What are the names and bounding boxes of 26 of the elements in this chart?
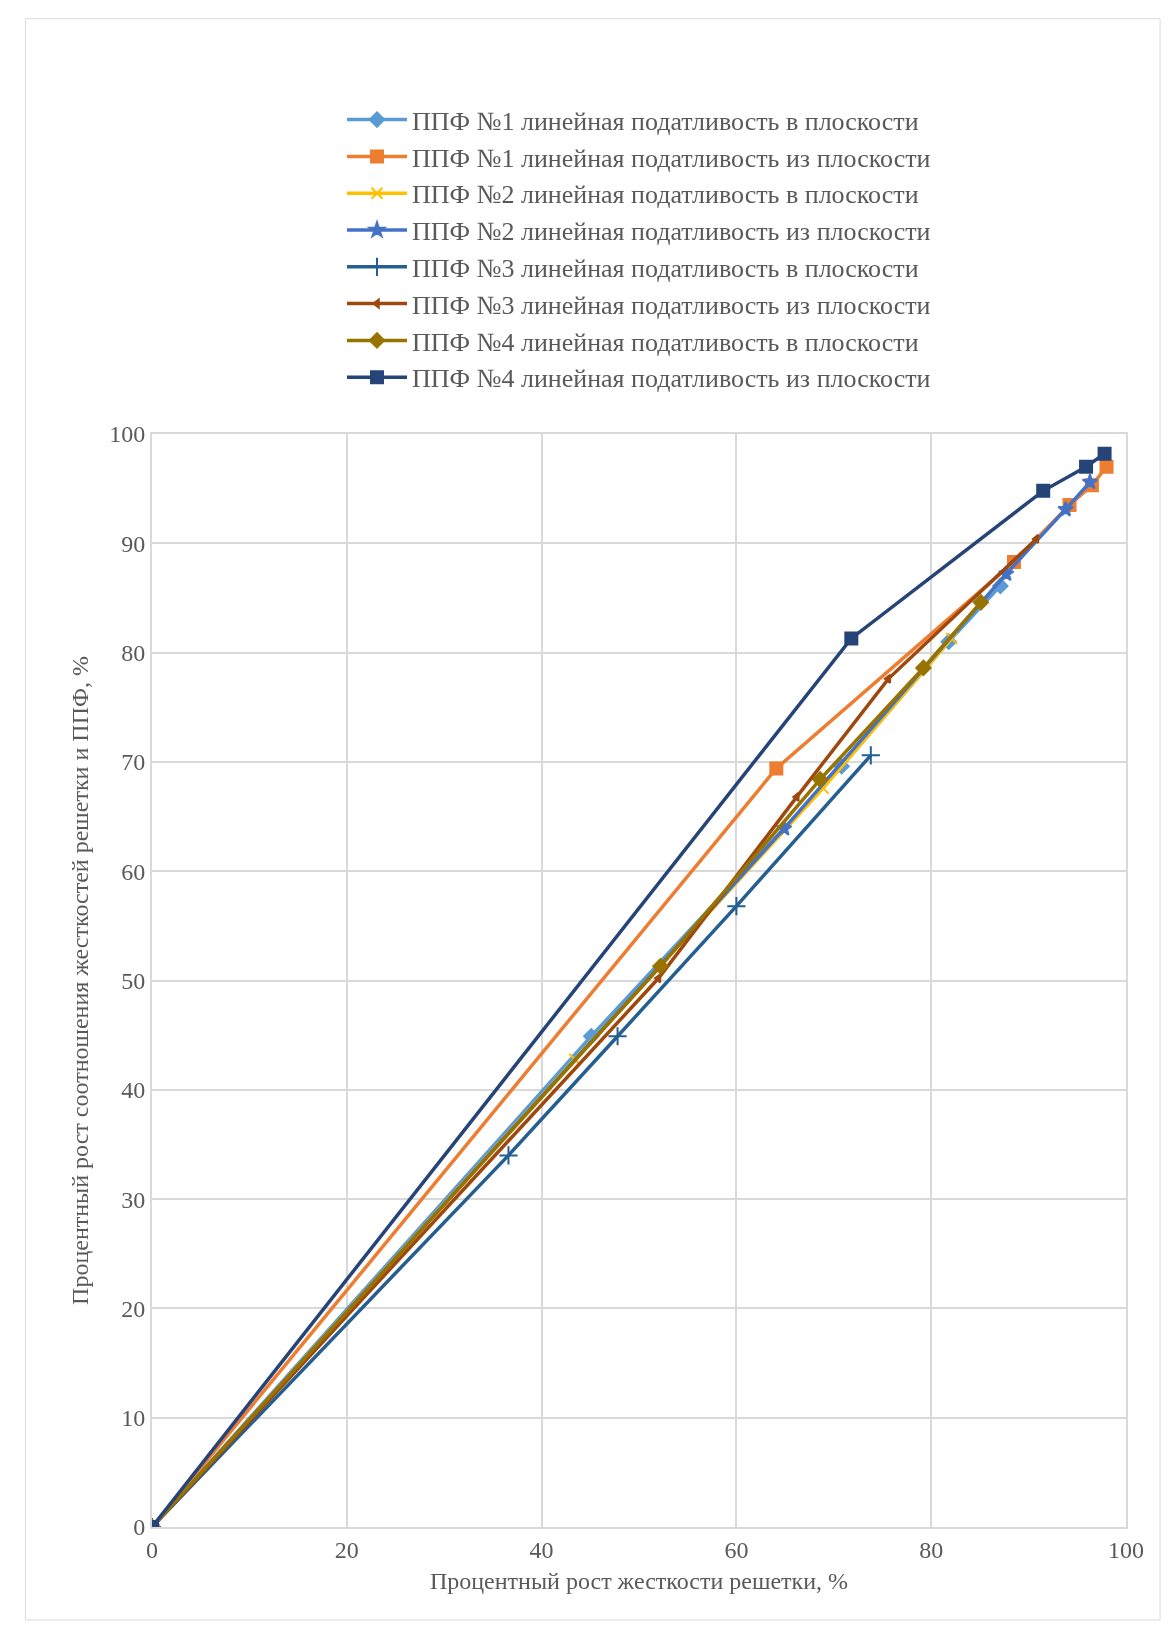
legend-label: ППФ №2 линейная податливость в плоскости bbox=[412, 180, 919, 210]
y-tick-label: 0 bbox=[133, 1514, 146, 1541]
legend-label: ППФ №4 линейная податливость из плоскости bbox=[412, 364, 931, 394]
y-tick-label: 80 bbox=[121, 640, 146, 666]
x-tick-label: 100 bbox=[1108, 1536, 1144, 1563]
x-tick-label: 60 bbox=[724, 1536, 749, 1563]
legend-label: ППФ №1 линейная податливость в плоскости bbox=[412, 106, 919, 136]
y-tick-label: 40 bbox=[121, 1077, 146, 1104]
legend-label: ППФ №2 линейная податливость из плоскости bbox=[412, 217, 931, 247]
legend-label: ППФ №3 линейная податливость из плоскости bbox=[412, 290, 931, 320]
y-tick-label: 10 bbox=[121, 1405, 146, 1432]
x-axis-title: Процентный рост жесткости решетки, % bbox=[429, 1567, 849, 1594]
x-tick-label: 80 bbox=[919, 1536, 944, 1563]
y-axis-title: Процентный рост соотношения жесткостей решетки и ППФ, % bbox=[66, 656, 93, 1305]
y-tick-label: 50 bbox=[121, 967, 146, 994]
y-tick-label: 30 bbox=[121, 1186, 146, 1213]
y-tick-label: 100 bbox=[109, 421, 146, 448]
legend-label: ППФ №4 линейная податливость в плоскости bbox=[412, 327, 919, 357]
legend-label: ППФ №3 линейная податливость в плоскости bbox=[412, 253, 919, 283]
x-tick-label: 20 bbox=[334, 1536, 359, 1563]
y-tick-label: 90 bbox=[121, 530, 146, 557]
legend-label: ППФ №1 линейная податливость из плоскости bbox=[412, 143, 931, 173]
x-tick-label: 40 bbox=[529, 1536, 554, 1563]
y-tick-label: 20 bbox=[121, 1295, 146, 1322]
y-tick-label: 60 bbox=[121, 858, 146, 885]
y-tick-label: 70 bbox=[121, 749, 146, 776]
